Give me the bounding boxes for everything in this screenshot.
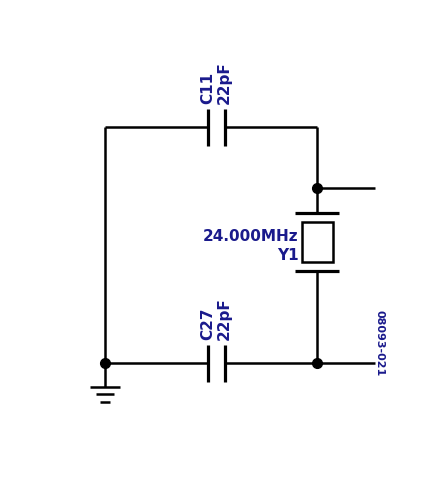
Text: 22pF: 22pF [217, 61, 232, 103]
Bar [302, 222, 332, 262]
Text: 08093-021: 08093-021 [374, 310, 384, 376]
Text: C11: C11 [200, 71, 215, 103]
Text: C27: C27 [200, 307, 215, 340]
Text: 22pF: 22pF [217, 297, 232, 340]
Text: 24.000MHz: 24.000MHz [203, 229, 298, 244]
Text: Y1: Y1 [276, 248, 298, 263]
